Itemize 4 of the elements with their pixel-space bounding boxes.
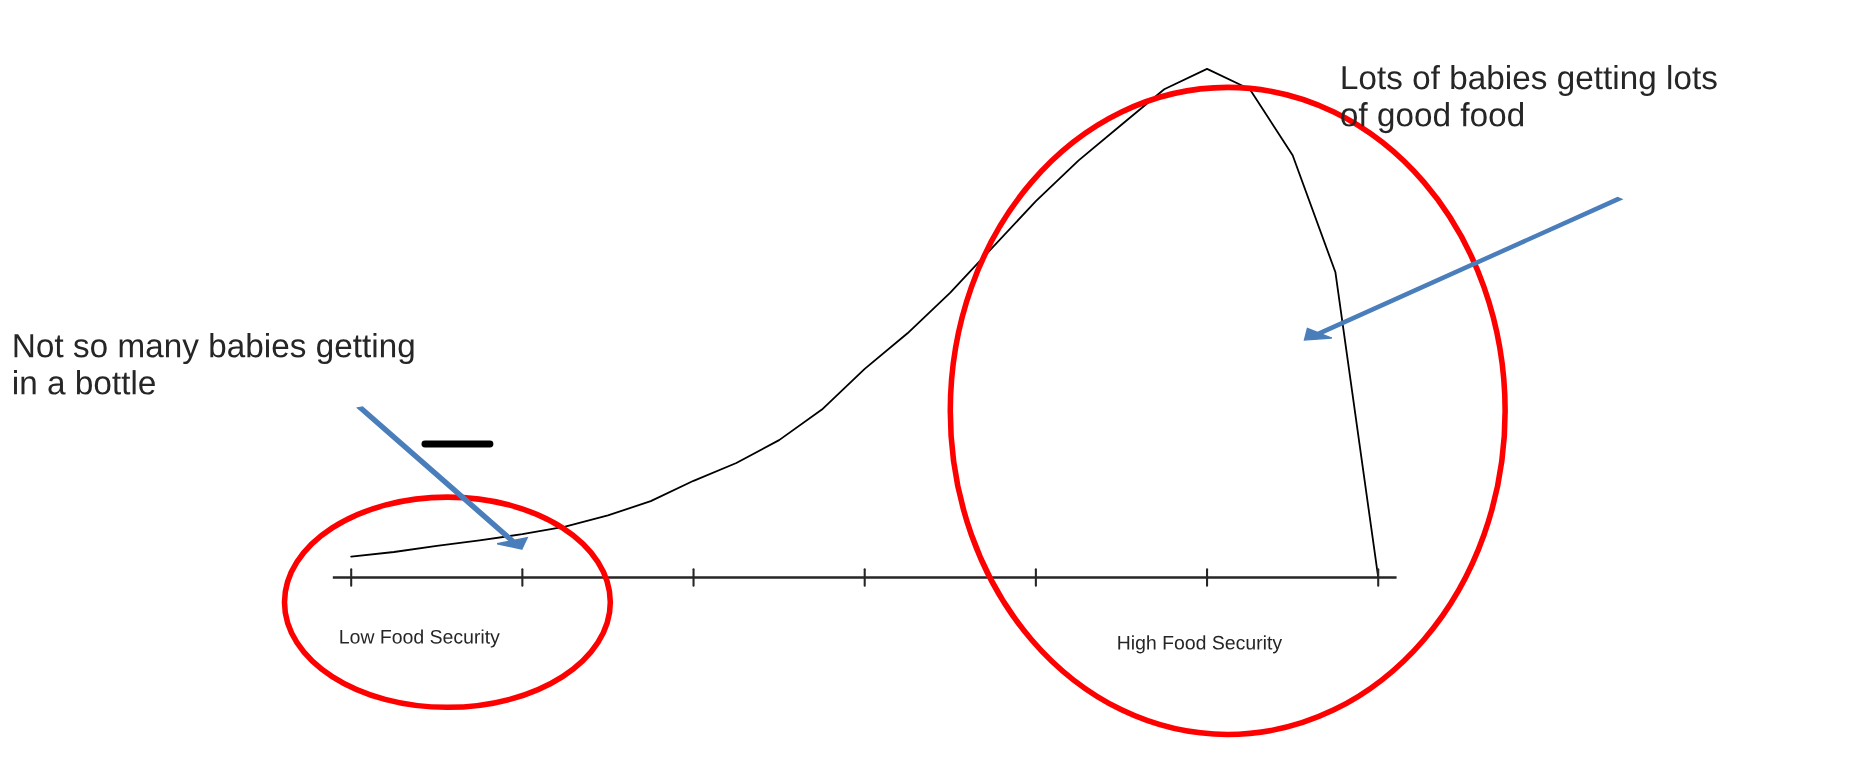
text: Low Food Security bbox=[340, 629, 500, 648]
annotation: Not so many babies getting in a bottle bbox=[14, 333, 414, 395]
annotation: Lots of babies getting lots of good food bbox=[1341, 64, 1717, 134]
text: High Food Security bbox=[1118, 635, 1283, 654]
